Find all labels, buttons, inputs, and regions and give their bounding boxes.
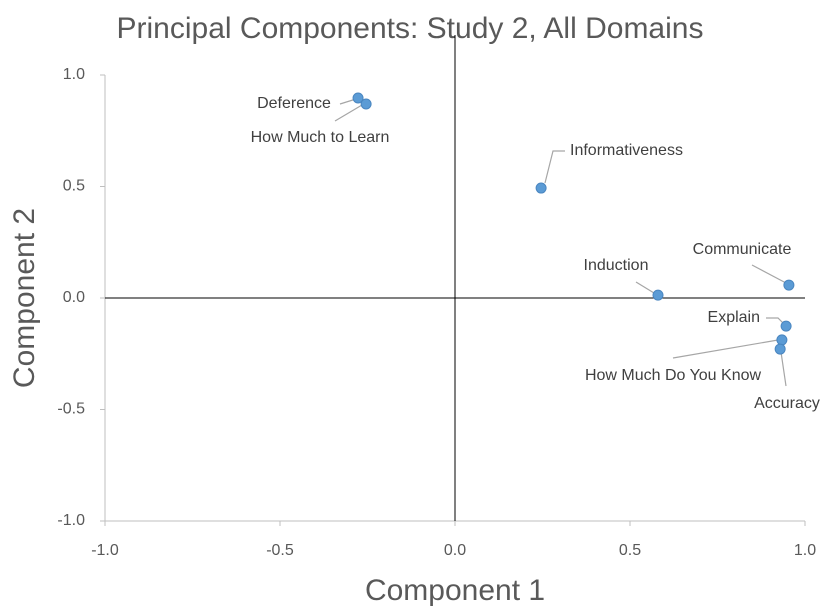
point [780, 320, 792, 332]
leader-line [780, 351, 787, 387]
point-label: How Much Do You Know [585, 367, 762, 384]
y-axis-title: Component 2 [8, 208, 41, 388]
x-tick-label: -1.0 [91, 542, 119, 559]
point [535, 182, 547, 194]
x-tick-label: 0.5 [619, 542, 641, 559]
point-label: Accuracy [754, 395, 820, 412]
y-tick-label: 0.5 [63, 178, 85, 195]
point-label: How Much to Learn [250, 129, 390, 146]
x-tick-label: 0.0 [444, 542, 466, 559]
point-label: Explain [708, 309, 760, 326]
leader-line [544, 150, 565, 184]
y-tick-label: 0.0 [63, 289, 85, 306]
point-label: Induction [584, 257, 649, 274]
y-tick-label: -1.0 [57, 512, 85, 529]
point [776, 334, 788, 346]
leader-line [751, 264, 787, 284]
y-tick-label: -0.5 [57, 401, 85, 418]
point [360, 98, 372, 110]
point [783, 279, 795, 291]
x-tick-label: 1.0 [794, 542, 816, 559]
point-label: Deference [257, 95, 331, 112]
leader-line [766, 317, 784, 324]
leader-line [334, 104, 363, 122]
point-label-box: How Much to Learn [250, 129, 390, 146]
point-label: Informativeness [570, 142, 683, 159]
x-axis-title: Component 1 [365, 574, 545, 607]
y-tick-label: 1.0 [63, 66, 85, 83]
chart-title: Principal Components: Study 2, All Domai… [117, 12, 704, 45]
point [352, 92, 364, 104]
x-tick-label: -0.5 [266, 542, 294, 559]
point [774, 343, 786, 355]
leader-line [635, 281, 655, 294]
point-label: Communicate [693, 241, 792, 258]
point [652, 289, 664, 301]
leader-line [672, 339, 779, 359]
